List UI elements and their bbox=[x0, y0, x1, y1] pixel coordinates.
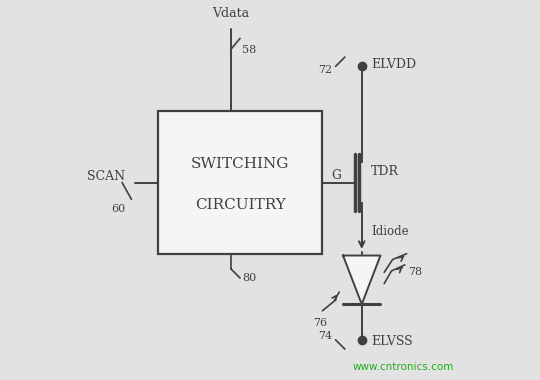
Text: SCAN: SCAN bbox=[86, 170, 125, 184]
Text: TDR: TDR bbox=[371, 165, 399, 178]
Text: ELVSS: ELVSS bbox=[371, 335, 413, 348]
Text: 60: 60 bbox=[111, 204, 125, 214]
Polygon shape bbox=[343, 255, 381, 304]
Text: 80: 80 bbox=[242, 273, 256, 283]
Text: 78: 78 bbox=[409, 268, 423, 277]
Text: 74: 74 bbox=[318, 331, 332, 341]
Text: 58: 58 bbox=[242, 44, 256, 55]
Text: Vdata: Vdata bbox=[212, 6, 249, 20]
Text: 72: 72 bbox=[318, 65, 332, 75]
Text: 76: 76 bbox=[314, 318, 328, 328]
Text: SWITCHING: SWITCHING bbox=[191, 157, 289, 171]
Bar bbox=[158, 111, 322, 254]
Text: G: G bbox=[331, 168, 341, 182]
Text: www.cntronics.com: www.cntronics.com bbox=[352, 362, 454, 372]
Text: Idiode: Idiode bbox=[371, 225, 409, 238]
Text: ELVDD: ELVDD bbox=[371, 58, 416, 71]
Text: CIRCUITRY: CIRCUITRY bbox=[194, 198, 286, 212]
